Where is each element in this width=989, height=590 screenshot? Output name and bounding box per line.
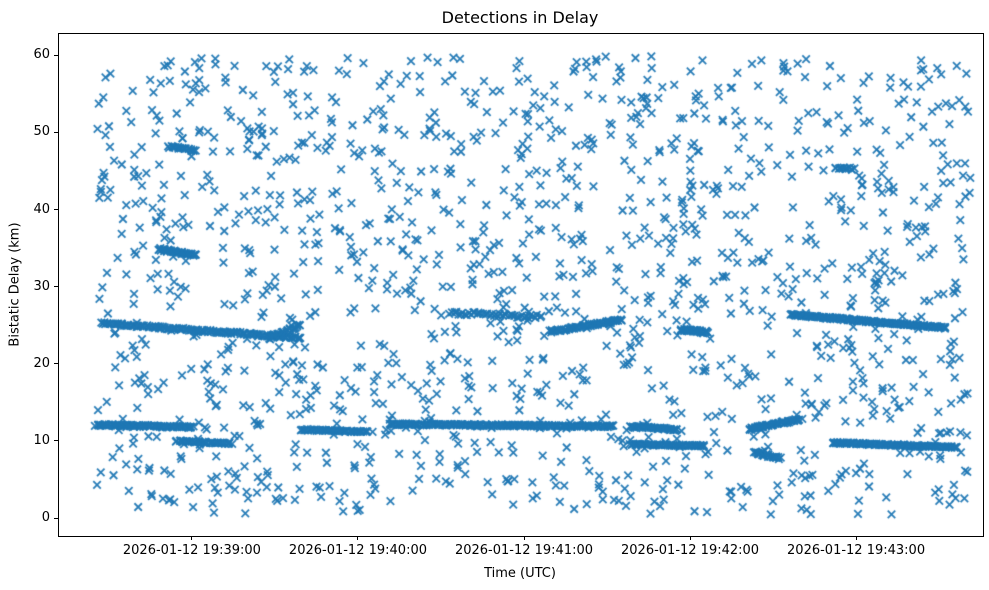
chart-title: Detections in Delay — [441, 8, 599, 27]
x-tick-label: 2026-01-12 19:40:00 — [288, 543, 427, 558]
scatter-canvas — [59, 34, 983, 536]
plot-area — [58, 33, 984, 537]
y-axis-label: Bistatic Delay (km) — [7, 222, 23, 347]
x-tick-label: 2026-01-12 19:39:00 — [122, 543, 261, 558]
x-tick-label: 2026-01-12 19:41:00 — [454, 543, 594, 558]
x-tick-label: 2026-01-12 19:42:00 — [621, 543, 760, 558]
x-axis-label: Time (UTC) — [484, 566, 556, 581]
x-tick-label: 2026-01-12 19:43:00 — [787, 543, 926, 558]
